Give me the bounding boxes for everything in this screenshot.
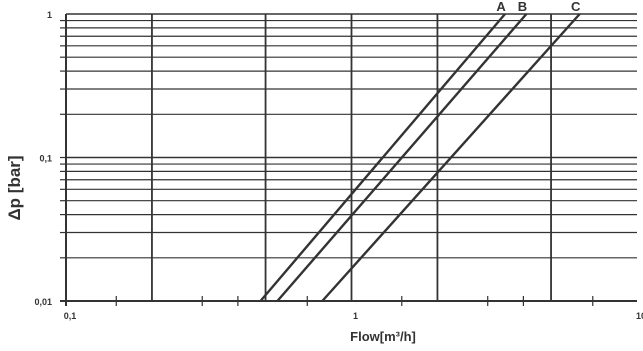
y-tick-label: 1 bbox=[47, 10, 52, 20]
series-label-c: C bbox=[571, 0, 581, 14]
series-label-a: A bbox=[496, 0, 506, 14]
y-axis-title: Δp [bar] bbox=[5, 155, 24, 220]
tick-labels: 0,1 1 10 0,01 0,1 1 bbox=[34, 10, 643, 321]
x-axis-title: Flow[m³/h] bbox=[350, 329, 416, 344]
y-tick-label: 0,1 bbox=[39, 154, 52, 164]
series-line-a bbox=[259, 13, 506, 302]
grid bbox=[60, 13, 637, 306]
x-tick-label: 0,1 bbox=[64, 311, 77, 321]
y-tick-label: 0,01 bbox=[34, 297, 52, 307]
x-tick-label: 10 bbox=[636, 311, 643, 321]
series-label-b: B bbox=[518, 0, 527, 14]
series-line-c bbox=[321, 13, 581, 302]
x-tick-label: 1 bbox=[353, 311, 358, 321]
series-line-b bbox=[276, 13, 528, 302]
